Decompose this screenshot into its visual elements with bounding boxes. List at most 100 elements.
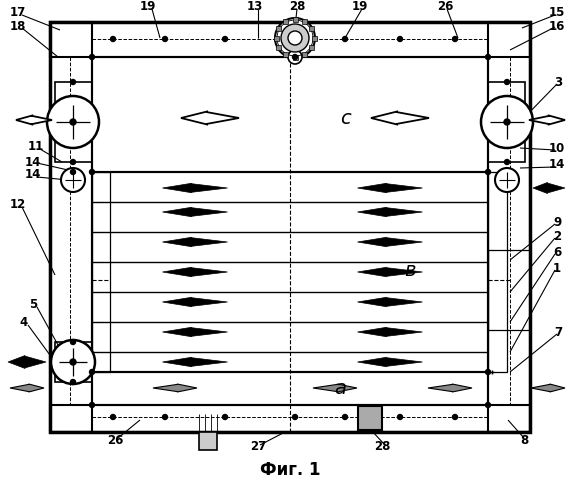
- Bar: [309, 26, 314, 31]
- Bar: [50, 22, 530, 57]
- Circle shape: [288, 50, 302, 64]
- Circle shape: [89, 54, 95, 60]
- Polygon shape: [533, 182, 565, 194]
- Polygon shape: [162, 327, 227, 337]
- Text: 28: 28: [374, 440, 390, 454]
- Circle shape: [343, 36, 347, 42]
- Polygon shape: [162, 357, 227, 367]
- Polygon shape: [357, 297, 422, 306]
- Polygon shape: [357, 267, 422, 277]
- Text: 10: 10: [549, 142, 565, 154]
- Text: 2: 2: [553, 230, 561, 243]
- Circle shape: [51, 340, 95, 384]
- Polygon shape: [357, 238, 422, 246]
- Bar: [55, 342, 92, 382]
- Circle shape: [111, 36, 115, 42]
- Circle shape: [397, 414, 403, 420]
- Bar: [302, 52, 307, 57]
- Circle shape: [481, 96, 533, 148]
- Circle shape: [71, 380, 75, 384]
- Bar: [50, 22, 92, 432]
- Bar: [92, 172, 110, 372]
- Circle shape: [70, 359, 76, 365]
- Polygon shape: [357, 357, 422, 367]
- Bar: [92, 372, 488, 405]
- Circle shape: [288, 31, 302, 45]
- Text: 1: 1: [553, 262, 561, 274]
- Polygon shape: [357, 327, 422, 337]
- Text: 28: 28: [289, 0, 305, 14]
- Polygon shape: [313, 384, 357, 392]
- Polygon shape: [162, 267, 227, 277]
- Text: 19: 19: [140, 0, 156, 14]
- Text: 17: 17: [10, 6, 26, 20]
- Bar: [199, 432, 217, 450]
- Circle shape: [223, 36, 227, 42]
- Bar: [311, 36, 317, 41]
- Bar: [276, 45, 281, 50]
- Circle shape: [452, 36, 458, 42]
- Text: 7: 7: [554, 326, 562, 338]
- Text: 16: 16: [549, 20, 565, 32]
- Circle shape: [505, 80, 509, 84]
- Bar: [50, 405, 530, 432]
- Text: 4: 4: [20, 316, 28, 330]
- Circle shape: [452, 414, 458, 420]
- Circle shape: [275, 18, 315, 58]
- Text: 11: 11: [28, 140, 44, 153]
- Text: 14: 14: [25, 156, 41, 168]
- Bar: [50, 22, 530, 432]
- Polygon shape: [162, 297, 227, 306]
- Bar: [274, 36, 278, 41]
- Bar: [358, 406, 382, 430]
- Circle shape: [71, 170, 75, 174]
- Circle shape: [89, 370, 95, 374]
- Polygon shape: [357, 207, 422, 217]
- Text: 18: 18: [10, 20, 26, 34]
- Polygon shape: [181, 112, 239, 124]
- Circle shape: [495, 168, 519, 192]
- Bar: [488, 172, 507, 372]
- Text: 8: 8: [520, 434, 528, 446]
- Text: с: с: [340, 108, 350, 128]
- Polygon shape: [162, 183, 227, 192]
- Text: 26: 26: [437, 0, 453, 14]
- Polygon shape: [531, 384, 565, 392]
- Bar: [292, 54, 298, 60]
- Bar: [302, 19, 307, 24]
- Bar: [309, 45, 314, 50]
- Circle shape: [505, 160, 509, 164]
- Polygon shape: [371, 112, 429, 124]
- Bar: [488, 250, 530, 330]
- Polygon shape: [10, 384, 44, 392]
- Circle shape: [485, 370, 491, 374]
- Bar: [283, 19, 288, 24]
- Polygon shape: [162, 238, 227, 246]
- Circle shape: [71, 80, 75, 84]
- Text: 27: 27: [250, 440, 266, 454]
- Circle shape: [111, 414, 115, 420]
- Text: 13: 13: [247, 0, 263, 14]
- Text: Фиг. 1: Фиг. 1: [260, 461, 320, 479]
- Polygon shape: [153, 384, 197, 392]
- Polygon shape: [357, 183, 422, 192]
- Bar: [283, 52, 288, 57]
- Polygon shape: [529, 116, 565, 124]
- Circle shape: [292, 54, 298, 60]
- Circle shape: [292, 36, 298, 42]
- Bar: [292, 16, 298, 21]
- Text: 14: 14: [549, 158, 565, 172]
- Text: 15: 15: [549, 6, 565, 20]
- Circle shape: [504, 119, 510, 125]
- Text: 19: 19: [352, 0, 368, 14]
- Bar: [488, 82, 525, 162]
- Circle shape: [485, 402, 491, 407]
- Circle shape: [162, 36, 168, 42]
- Circle shape: [71, 160, 75, 164]
- Circle shape: [223, 414, 227, 420]
- Circle shape: [292, 414, 298, 420]
- Bar: [488, 22, 530, 432]
- Text: 6: 6: [553, 246, 561, 260]
- Circle shape: [281, 24, 309, 52]
- Circle shape: [61, 168, 85, 192]
